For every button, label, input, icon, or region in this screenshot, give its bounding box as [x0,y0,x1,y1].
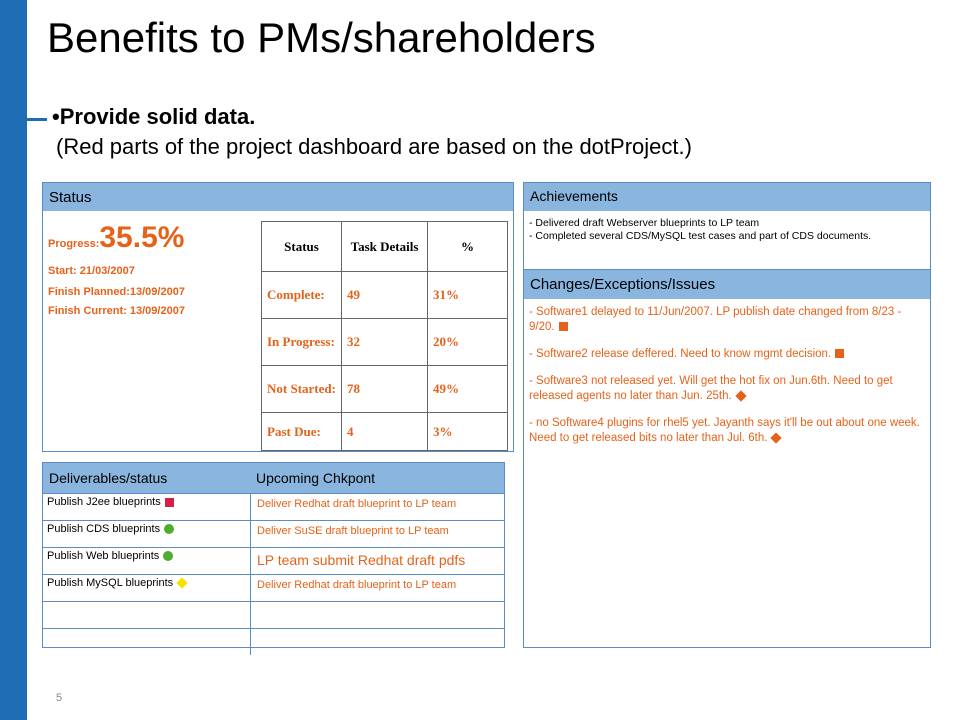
status-table-header-row: Status Task Details % [261,221,508,272]
list-item: - Software1 delayed to 11/Jun/2007. LP p… [529,306,902,333]
finish-planned-date: Finish Planned:13/09/2007 [48,286,185,298]
status-table: Status Task Details % Complete: 49 31% I… [261,221,508,451]
table-row: Publish CDS blueprints Deliver SuSE draf… [43,520,504,547]
deliverables-header: Deliverables/status Upcoming Chkpont [43,463,504,493]
row-pct: 20% [427,318,508,366]
checkpoint-cell: Deliver Redhat draft blueprint to LP tea… [257,579,457,591]
status-col-header: Status [261,221,342,272]
red-square-icon [164,497,174,507]
table-row: Publish MySQL blueprints Deliver Redhat … [43,574,504,601]
orange-diamond-icon [735,390,747,402]
status-panel: Status Progress:35.5% Start: 21/03/2007 … [42,182,514,452]
changes-panel: Changes/Exceptions/Issues - Software1 de… [523,269,931,648]
finish-current-date: Finish Current: 13/09/2007 [48,305,185,317]
progress-value: 35.5% [99,221,185,254]
bullet-point: •Provide solid data. [52,104,256,129]
deliverable-cell [43,602,251,628]
table-row [43,628,504,655]
row-tasks: 78 [341,365,428,413]
changes-body: - Software1 delayed to 11/Jun/2007. LP p… [524,299,930,464]
accent-line [27,118,47,121]
row-pct: 3% [427,412,508,451]
list-item: - Software3 not released yet. Will get t… [529,375,893,402]
checkpoint-cell: Deliver Redhat draft blueprint to LP tea… [257,498,457,510]
row-pct: 49% [427,365,508,413]
table-row: Not Started: 78 49% [261,365,508,413]
green-circle-icon [164,524,175,535]
yellow-diamond-icon [176,577,188,589]
checkpoint-col-header: Upcoming Chkpont [256,470,376,486]
row-tasks: 4 [341,412,428,451]
achievements-header: Achievements [524,183,930,211]
green-circle-icon [163,551,174,562]
orange-square-icon [558,322,568,332]
table-row [43,601,504,628]
achievements-panel: Achievements - Delivered draft Webserver… [523,182,931,270]
checkpoint-cell: Deliver SuSE draft blueprint to LP team [257,525,449,537]
orange-diamond-icon [770,432,783,444]
deliverable-cell: Publish Web blueprints [43,548,251,574]
row-label: Past Due: [261,412,342,451]
row-label: Complete: [261,271,342,319]
left-accent-bar [0,0,27,720]
progress-label: Progress: [48,238,100,250]
slide-title: Benefits to PMs/shareholders [47,14,596,61]
changes-header: Changes/Exceptions/Issues [524,270,930,299]
page-number: 5 [56,692,63,704]
percent-col-header: % [427,221,508,272]
task-details-col-header: Task Details [341,221,428,272]
list-item: - Software2 release deffered. Need to kn… [529,347,925,362]
table-row: Publish Web blueprints LP team submit Re… [43,547,504,574]
bullet-subtext: (Red parts of the project dashboard are … [56,134,692,159]
table-row: Publish J2ee blueprints Deliver Redhat d… [43,493,504,520]
deliverables-col-header: Deliverables/status [49,470,168,486]
table-row: Past Due: 4 3% [261,412,508,451]
list-item: - Completed several CDS/MySQL test cases… [529,230,872,242]
list-item: - no Software4 plugins for rhel5 yet. Ja… [529,417,920,444]
status-header: Status [43,183,513,211]
deliverable-cell [43,629,251,655]
row-label: Not Started: [261,365,342,413]
table-row: In Progress: 32 20% [261,318,508,366]
achievements-body: - Delivered draft Webserver blueprints t… [524,211,930,249]
deliverable-cell: Publish CDS blueprints [43,521,251,547]
row-pct: 31% [427,271,508,319]
row-tasks: 32 [341,318,428,366]
checkpoint-cell [251,602,504,628]
row-label: In Progress: [261,318,342,366]
orange-square-icon [835,349,845,359]
deliverable-cell: Publish J2ee blueprints [43,494,251,520]
deliverable-cell: Publish MySQL blueprints [43,575,251,601]
checkpoint-cell [251,629,504,655]
table-row: Complete: 49 31% [261,271,508,319]
progress-line: Progress:35.5% [48,221,184,255]
list-item: - Delivered draft Webserver blueprints t… [529,217,760,229]
deliverables-panel: Deliverables/status Upcoming Chkpont Pub… [42,462,505,655]
checkpoint-cell: LP team submit Redhat draft pdfs [257,552,466,568]
start-date: Start: 21/03/2007 [48,265,135,277]
row-tasks: 49 [341,271,428,319]
